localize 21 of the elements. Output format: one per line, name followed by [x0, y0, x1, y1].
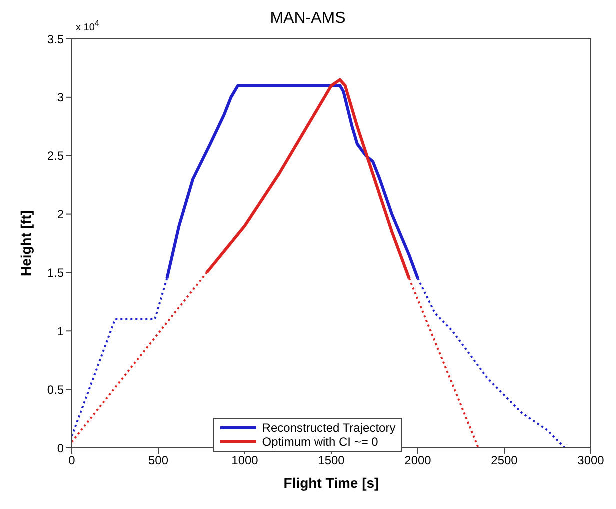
y-tick-label: 3 [57, 90, 64, 105]
legend-label: Optimum with CI ~= 0 [262, 435, 378, 449]
x-tick-label: 1000 [232, 454, 259, 468]
y-tick-label: 0.5 [47, 382, 64, 397]
y-tick-label: 3.5 [47, 32, 64, 46]
x-tick-label: 2000 [404, 454, 432, 468]
y-tick-label: 1 [57, 324, 64, 338]
y-axis-title: Height [ft] [18, 210, 34, 277]
x-tick-label: 2500 [491, 454, 518, 468]
x-tick-label: 1500 [318, 454, 346, 468]
x-tick-label: 500 [148, 454, 169, 468]
x-axis-title: Flight Time [s] [284, 475, 380, 491]
y-tick-label: 2.5 [47, 149, 64, 164]
y-tick-label: 0 [57, 441, 64, 456]
text: x 10$^{4}$ [76, 18, 100, 34]
x-tick-label: 0 [68, 454, 76, 468]
x-tick-label: 3000 [578, 454, 605, 468]
chart-title: MAN-AMS [270, 10, 346, 27]
legend-label: Reconstructed Trajectory [262, 421, 396, 435]
y-tick-label: 2 [57, 208, 64, 222]
y-tick-label: 1.5 [47, 266, 64, 280]
